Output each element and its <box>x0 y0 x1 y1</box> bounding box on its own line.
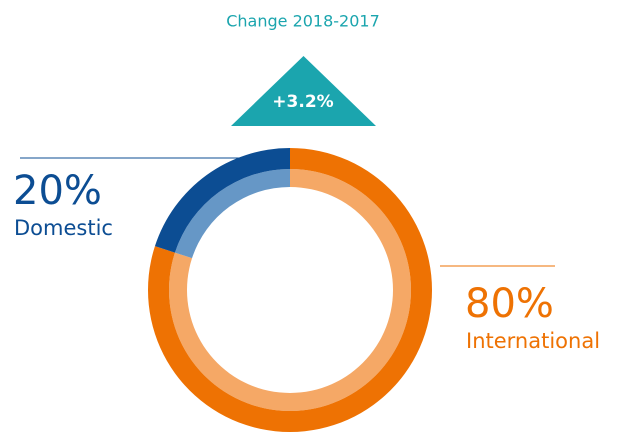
value-label: 20% <box>13 168 102 214</box>
category-label: Domestic <box>14 216 113 240</box>
slice-outer <box>154 148 290 253</box>
change-triangle <box>231 56 376 126</box>
category-label: International <box>466 329 600 353</box>
slice-inner <box>174 169 290 259</box>
change-value: +3.2% <box>272 92 333 112</box>
value-label: 80% <box>465 281 554 327</box>
subtitle: Change 2018-2017 <box>226 12 380 31</box>
